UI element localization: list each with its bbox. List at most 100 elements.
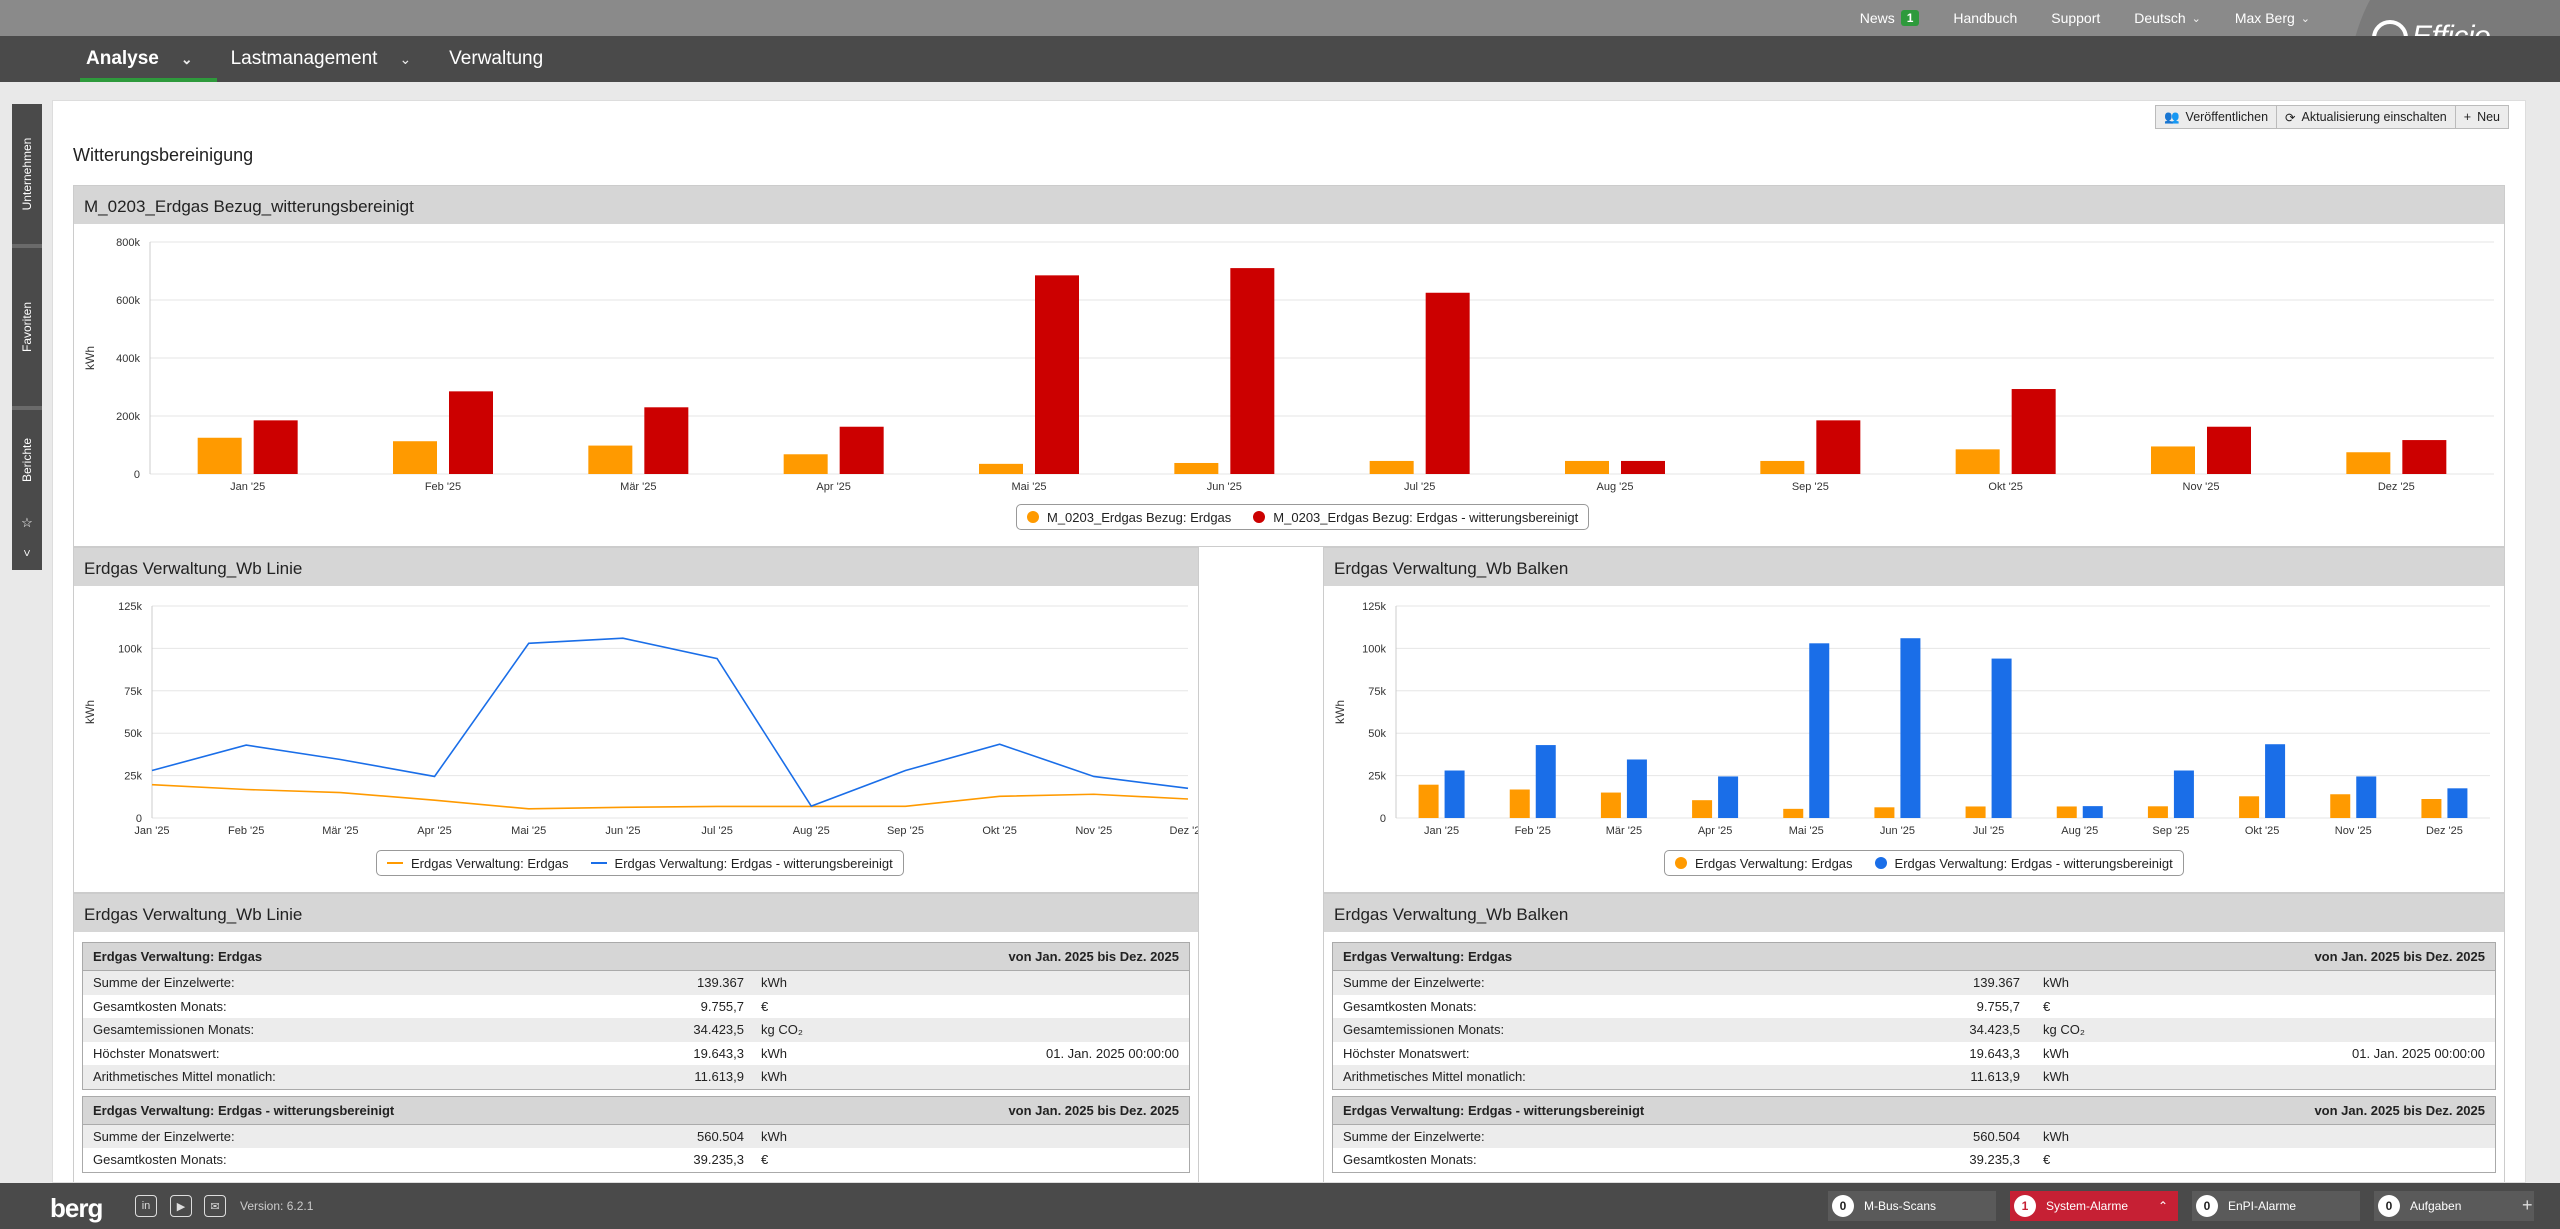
chart-bar[interactable] [2239, 796, 2260, 818]
chart-bar[interactable] [979, 463, 1023, 474]
chart-bar[interactable] [1760, 460, 1805, 474]
stats-block-header: Erdgas Verwaltung: Erdgas von Jan. 2025 b… [83, 943, 1189, 971]
sidetab-unternehmen[interactable]: Unternehmen [12, 104, 42, 244]
chart-bar[interactable] [1565, 460, 1609, 474]
chart-bar[interactable] [2056, 806, 2077, 818]
chart-bar[interactable] [2082, 806, 2103, 818]
chart-bar[interactable] [1369, 460, 1414, 474]
sidetab-favoriten[interactable]: Favoriten [12, 248, 42, 406]
chart-bar[interactable] [2265, 744, 2286, 818]
chart-bar[interactable] [1418, 784, 1439, 818]
chart-bar[interactable] [1230, 268, 1275, 474]
tasks-label: Aufgaben [2410, 1199, 2462, 1213]
enpi-alarms-button[interactable]: 0 EnPI-Alarme [2192, 1191, 2360, 1221]
top-navigation: News 1 Handbuch Support Deutsch ⌄ Max Be… [1860, 0, 2310, 36]
chart-bar[interactable] [1991, 658, 2012, 818]
series-line[interactable] [151, 783, 1189, 810]
chart-bar[interactable] [2207, 426, 2251, 474]
chart-bar[interactable] [2151, 446, 2195, 474]
tasks-button[interactable]: 0 Aufgaben [2374, 1191, 2534, 1221]
publish-button[interactable]: 👥 Veröffentlichen [2154, 105, 2278, 129]
chart-bar[interactable] [1718, 776, 1739, 818]
chart-bar[interactable] [253, 420, 298, 474]
add-icon[interactable]: + [2522, 1195, 2533, 1215]
chart-bar[interactable] [197, 437, 242, 474]
news-link[interactable]: News 1 [1860, 10, 1920, 26]
stats-row: Summe der Einzelwerte: 560.504 kWh [1333, 1124, 2495, 1148]
x-tick-label: Jun '25 [605, 825, 640, 837]
berg-logo[interactable]: berg [50, 1193, 103, 1223]
chart-bar[interactable] [393, 441, 437, 474]
chart-bar[interactable] [2147, 806, 2168, 818]
chart-bar[interactable] [1809, 643, 1830, 818]
legend-item[interactable]: Erdgas Verwaltung: Erdgas - witterungsbe… [1874, 856, 2173, 871]
chart-bar[interactable] [2330, 794, 2351, 818]
handbuch-link[interactable]: Handbuch [1953, 10, 2018, 26]
legend-item[interactable]: M_0203_Erdgas Bezug: Erdgas - witterungs… [1253, 510, 1578, 525]
chart-bar[interactable] [1535, 745, 1556, 818]
stats-value: 39.235,3 [693, 1152, 744, 1168]
linkedin-icon[interactable]: in [135, 1195, 157, 1217]
new-button[interactable]: + Neu [2455, 105, 2509, 129]
legend-item[interactable]: Erdgas Verwaltung: Erdgas - witterungsbe… [590, 856, 893, 871]
stats-block-header: Erdgas Verwaltung: Erdgas von Jan. 2025 b… [1333, 943, 2495, 971]
stats-block: Erdgas Verwaltung: Erdgas von Jan. 2025 b… [1332, 942, 2496, 1090]
legend-dot-orange [1675, 857, 1687, 869]
chart-bar[interactable] [839, 426, 884, 474]
expand-icon[interactable]: > [20, 549, 34, 557]
stats-unit: kWh [761, 975, 787, 991]
nav-lastmanagement[interactable]: Lastmanagement ⌄ [231, 36, 412, 82]
chart-bar[interactable] [2011, 389, 2056, 474]
chart-bar[interactable] [783, 454, 828, 474]
mbus-scans-button[interactable]: 0 M-Bus-Scans [1828, 1191, 1996, 1221]
chart-bar[interactable] [1444, 770, 1465, 818]
sidetab-berichte[interactable]: Berichte [12, 410, 42, 510]
chart-bar[interactable] [1955, 449, 2000, 474]
chart-bar[interactable] [1874, 807, 1895, 818]
chart-bar[interactable] [1174, 462, 1219, 474]
chart-bar[interactable] [1965, 806, 1986, 818]
chart-bar[interactable] [1816, 420, 1861, 474]
chart-bar[interactable] [1900, 638, 1921, 818]
x-tick-label: Mär '25 [1606, 825, 1642, 837]
chart-bar[interactable] [449, 391, 493, 474]
panel-title: M_0203_Erdgas Bezug_witterungsbereinigt [74, 186, 2504, 224]
chart-bar[interactable] [1600, 792, 1621, 818]
chart-bar[interactable] [2356, 776, 2377, 818]
chart-bar[interactable] [1621, 460, 1665, 474]
chart-bar[interactable] [1783, 808, 1804, 818]
language-dropdown[interactable]: Deutsch ⌄ [2134, 10, 2201, 26]
stats-unit: kWh [2043, 1045, 2069, 1061]
series-line[interactable] [151, 637, 1189, 808]
chart-bar[interactable] [1509, 789, 1530, 818]
chart-bar[interactable] [1692, 800, 1713, 818]
bar-chart-erdgas-bezug: 0 200k 400k 600k 800k kWh Jan '25 Feb '25 Mär '2… [83, 237, 2494, 493]
chart-bar[interactable] [1035, 275, 1079, 474]
refresh-button[interactable]: ⟳ Aktualisierung einschalten [2277, 105, 2456, 129]
nav-analyse[interactable]: Analyse ⌄ [80, 36, 217, 82]
chart-bar[interactable] [2402, 440, 2447, 474]
legend-item[interactable]: M_0203_Erdgas Bezug: Erdgas [1027, 510, 1231, 525]
legend-label: M_0203_Erdgas Bezug: Erdgas [1047, 509, 1232, 525]
y-tick-label: 0 [134, 469, 140, 481]
chart-bar[interactable] [2447, 788, 2468, 818]
chart-bar[interactable] [1425, 292, 1470, 474]
legend-item[interactable]: Erdgas Verwaltung: Erdgas [1675, 856, 1853, 871]
chart-bar[interactable] [2421, 799, 2442, 818]
mail-icon[interactable]: ✉ [204, 1195, 226, 1217]
youtube-icon[interactable]: ▶ [170, 1195, 192, 1217]
nav-verwaltung[interactable]: Verwaltung [449, 36, 543, 82]
user-menu[interactable]: Max Berg ⌄ [2235, 10, 2310, 26]
support-link[interactable]: Support [2051, 10, 2101, 26]
chart-bar[interactable] [2173, 770, 2194, 818]
count-badge: 0 [1832, 1195, 1854, 1217]
stats-label: Höchster Monatswert: [93, 1045, 220, 1061]
legend-item[interactable]: Erdgas Verwaltung: Erdgas [387, 856, 569, 871]
star-icon[interactable]: ☆ [21, 515, 33, 530]
chart-bar[interactable] [588, 445, 633, 474]
chart-bar[interactable] [2346, 452, 2391, 474]
news-label: News [1859, 10, 1895, 26]
system-alarms-button[interactable]: 1 System-Alarme ⌃ [2010, 1191, 2178, 1221]
chart-bar[interactable] [644, 407, 689, 474]
chart-bar[interactable] [1626, 759, 1647, 818]
